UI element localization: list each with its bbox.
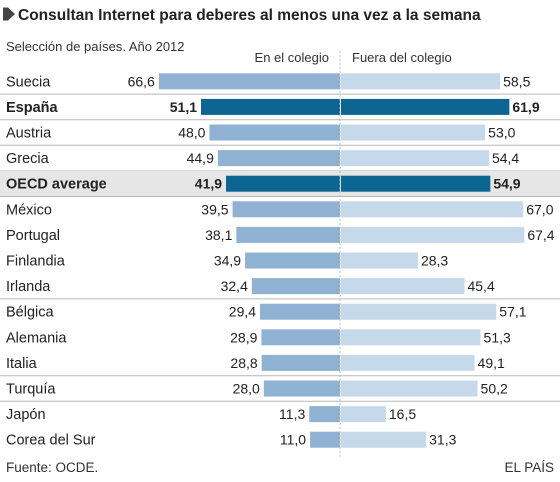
category-label: Austria — [6, 126, 52, 142]
category-label: Finlandia — [6, 254, 66, 270]
value-label-fuera-del-colegio: 61,9 — [512, 99, 539, 115]
value-label-fuera-del-colegio: 57,1 — [499, 304, 526, 320]
category-label: Corea del Sur — [6, 433, 96, 449]
value-label-en-el-colegio: 66,6 — [128, 73, 155, 89]
category-label: Suecia — [6, 74, 51, 90]
bar-fuera-del-colegio — [341, 252, 418, 269]
value-label-en-el-colegio: 44,9 — [187, 150, 214, 166]
bar-en-el-colegio — [158, 73, 340, 90]
category-label: Alemania — [6, 330, 67, 346]
value-label-fuera-del-colegio: 28,3 — [421, 253, 448, 269]
value-label-en-el-colegio: 28,8 — [230, 355, 257, 371]
bar-en-el-colegio — [245, 252, 340, 269]
bar-en-el-colegio — [232, 201, 340, 218]
chart-subtitle: Selección de países. Año 2012 — [6, 39, 185, 54]
value-label-en-el-colegio: 28,0 — [233, 381, 260, 397]
value-label-en-el-colegio: 39,5 — [201, 201, 228, 217]
bar-en-el-colegio — [251, 278, 340, 295]
bar-fuera-del-colegio — [341, 406, 386, 423]
value-label-fuera-del-colegio: 45,4 — [467, 278, 494, 294]
category-label: Japón — [6, 407, 46, 423]
value-label-fuera-del-colegio: 67,4 — [527, 227, 554, 243]
title-bullet-arrow-icon — [8, 7, 15, 21]
value-label-en-el-colegio: 48,0 — [178, 125, 205, 141]
category-label: España — [6, 100, 59, 116]
value-label-fuera-del-colegio: 16,5 — [389, 406, 416, 422]
chart-bars — [158, 73, 525, 448]
bar-fuera-del-colegio — [341, 329, 481, 346]
bar-en-el-colegio — [310, 431, 340, 448]
bar-fuera-del-colegio — [341, 303, 497, 320]
category-label: Italia — [6, 356, 38, 372]
value-label-en-el-colegio: 11,0 — [280, 432, 306, 448]
value-label-fuera-del-colegio: 50,2 — [481, 381, 508, 397]
legend-right: Fuera del colegio — [352, 50, 452, 65]
chart-labels: Suecia 66,6 58,5 España 51,1 61,9 Austria 48,0 5… — [6, 73, 555, 448]
value-label-fuera-del-colegio: 51,3 — [484, 329, 511, 345]
chart-header: Consultan Internet para deberes al menos… — [3, 7, 481, 65]
category-label: Bélgica — [6, 305, 54, 321]
chart-title: Consultan Internet para deberes al menos… — [18, 7, 481, 24]
legend-left: En el colegio — [255, 50, 329, 65]
value-label-fuera-del-colegio: 54,9 — [493, 176, 520, 192]
bar-en-el-colegio — [261, 329, 340, 346]
brand-label: EL PAÍS — [504, 460, 554, 475]
value-label-fuera-del-colegio: 31,3 — [429, 432, 456, 448]
bar-fuera-del-colegio — [341, 98, 510, 115]
value-label-fuera-del-colegio: 67,0 — [526, 201, 553, 217]
value-label-en-el-colegio: 32,4 — [221, 278, 248, 294]
bar-en-el-colegio — [309, 406, 340, 423]
category-label: Portugal — [6, 228, 60, 244]
bar-en-el-colegio — [217, 150, 340, 167]
category-label: Irlanda — [6, 279, 51, 295]
bar-fuera-del-colegio — [341, 226, 525, 243]
value-label-fuera-del-colegio: 49,1 — [478, 355, 505, 371]
bar-fuera-del-colegio — [341, 175, 491, 192]
value-label-fuera-del-colegio: 58,5 — [503, 73, 530, 89]
value-label-en-el-colegio: 11,3 — [279, 406, 305, 422]
value-label-en-el-colegio: 28,9 — [230, 329, 257, 345]
bar-fuera-del-colegio — [341, 124, 486, 141]
bar-fuera-del-colegio — [341, 380, 478, 397]
bar-fuera-del-colegio — [341, 150, 489, 167]
bar-fuera-del-colegio — [341, 201, 524, 218]
value-label-en-el-colegio: 34,9 — [214, 253, 241, 269]
category-label: Turquía — [6, 382, 56, 398]
bar-en-el-colegio — [236, 226, 340, 243]
bar-fuera-del-colegio — [341, 354, 475, 371]
bar-fuera-del-colegio — [341, 431, 427, 448]
source-note: Fuente: OCDE. — [6, 460, 99, 475]
bar-en-el-colegio — [260, 303, 340, 320]
value-label-en-el-colegio: 41,9 — [195, 176, 222, 192]
category-label: OECD average — [6, 177, 107, 193]
value-label-fuera-del-colegio: 53,0 — [488, 125, 515, 141]
title-bullet-icon — [3, 7, 8, 21]
value-label-en-el-colegio: 29,4 — [229, 304, 256, 320]
bar-en-el-colegio — [209, 124, 340, 141]
value-label-en-el-colegio: 38,1 — [205, 227, 232, 243]
value-label-fuera-del-colegio: 54,4 — [492, 150, 519, 166]
bar-fuera-del-colegio — [341, 73, 501, 90]
category-label: México — [6, 202, 52, 218]
bar-en-el-colegio — [226, 175, 340, 192]
bar-en-el-colegio — [263, 380, 340, 397]
bar-fuera-del-colegio — [341, 278, 465, 295]
bar-en-el-colegio — [201, 98, 340, 115]
bar-en-el-colegio — [261, 354, 340, 371]
category-label: Grecia — [6, 151, 50, 167]
value-label-en-el-colegio: 51,1 — [170, 99, 197, 115]
